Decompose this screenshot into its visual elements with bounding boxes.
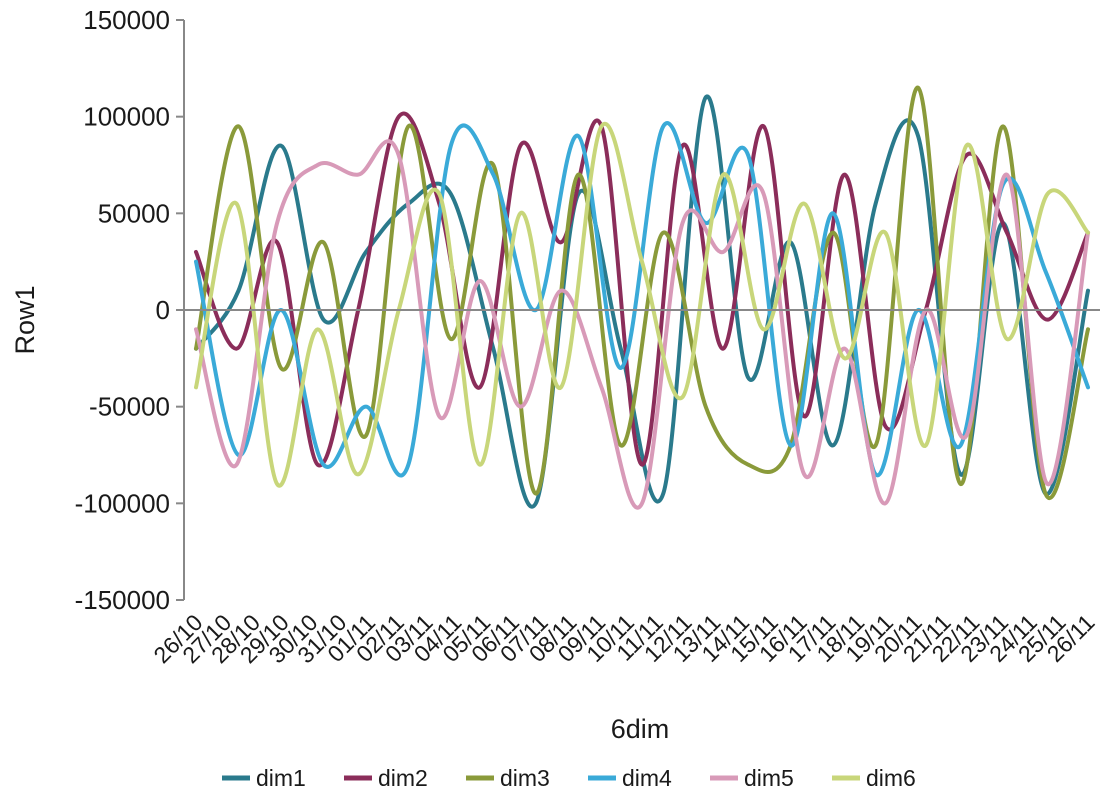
series-line-dim1 xyxy=(194,94,1090,509)
y-tick-label: 0 xyxy=(156,295,170,325)
x-axis-tick-labels: 26/1027/1028/1029/1030/1031/1001/1102/11… xyxy=(148,609,1099,668)
y-tick-label: 150000 xyxy=(83,5,170,35)
y-tick-label: -150000 xyxy=(75,585,170,615)
legend-label-dim3: dim3 xyxy=(500,765,550,791)
legend-label-dim1: dim1 xyxy=(256,765,306,791)
y-tick-label: 50000 xyxy=(98,198,170,228)
legend-label-dim2: dim2 xyxy=(378,765,428,791)
series-line-dim3 xyxy=(194,85,1090,500)
y-tick-label: -50000 xyxy=(89,392,170,422)
legend-label-dim4: dim4 xyxy=(622,765,672,791)
axes xyxy=(183,20,1100,600)
legend: dim1 dim2 dim3 dim4 dim5 dim6 xyxy=(222,765,916,791)
series-lines xyxy=(194,85,1090,510)
y-axis-title: Row1 xyxy=(10,285,40,354)
y-axis-tick-labels: 150000 100000 50000 0 -50000 -100000 -150000 xyxy=(75,5,184,615)
legend-label-dim5: dim5 xyxy=(744,765,794,791)
series-line-dim5 xyxy=(194,139,1090,510)
y-tick-label: -100000 xyxy=(75,488,170,518)
x-axis-title: 6dim xyxy=(611,714,670,744)
series-line-dim6 xyxy=(194,121,1090,488)
y-tick-label: 100000 xyxy=(83,102,170,132)
legend-label-dim6: dim6 xyxy=(866,765,916,791)
series-line-dim4 xyxy=(194,121,1090,478)
